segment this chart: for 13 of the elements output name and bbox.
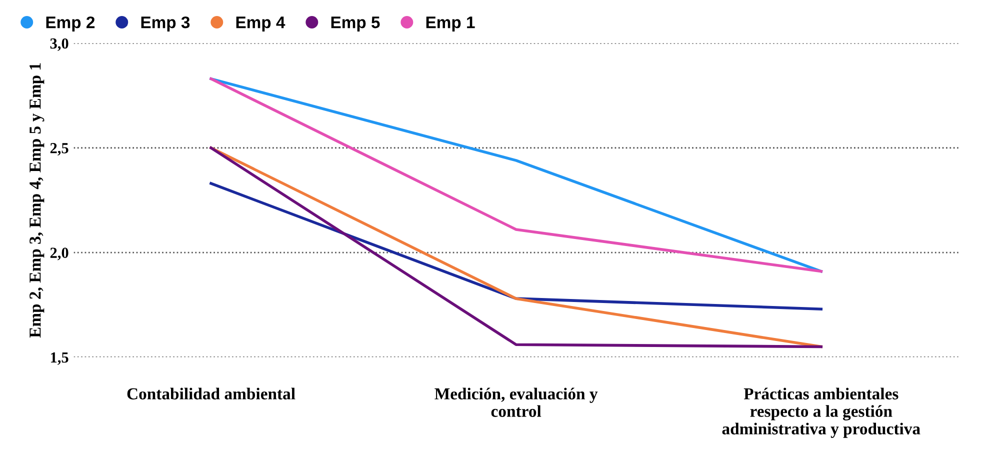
y-tick-label: 2,0 (50, 248, 68, 260)
legend-label: Emp 2 (46, 16, 95, 32)
y-tick-label: 3,0 (50, 38, 68, 51)
legend-label: Emp 3 (141, 16, 190, 32)
y-axis-title: Emp 2, Emp 3, Emp 4, Emp 5 y Emp 1 (30, 63, 44, 338)
legend-label: Emp 4 (236, 16, 286, 32)
y-tick-label: 1,5 (50, 352, 68, 365)
legend-label: Emp 5 (331, 16, 380, 32)
x-tick-label: Prácticas ambientales respecto a la gestión administrativa y productiva (722, 388, 920, 438)
x-tick-label: Medición, evaluación y control (434, 388, 598, 417)
legend-label: Emp 1 (426, 16, 475, 32)
y-tick-label: 2,5 (50, 143, 68, 156)
x-tick-label: Contabilidad ambiental (127, 388, 296, 400)
